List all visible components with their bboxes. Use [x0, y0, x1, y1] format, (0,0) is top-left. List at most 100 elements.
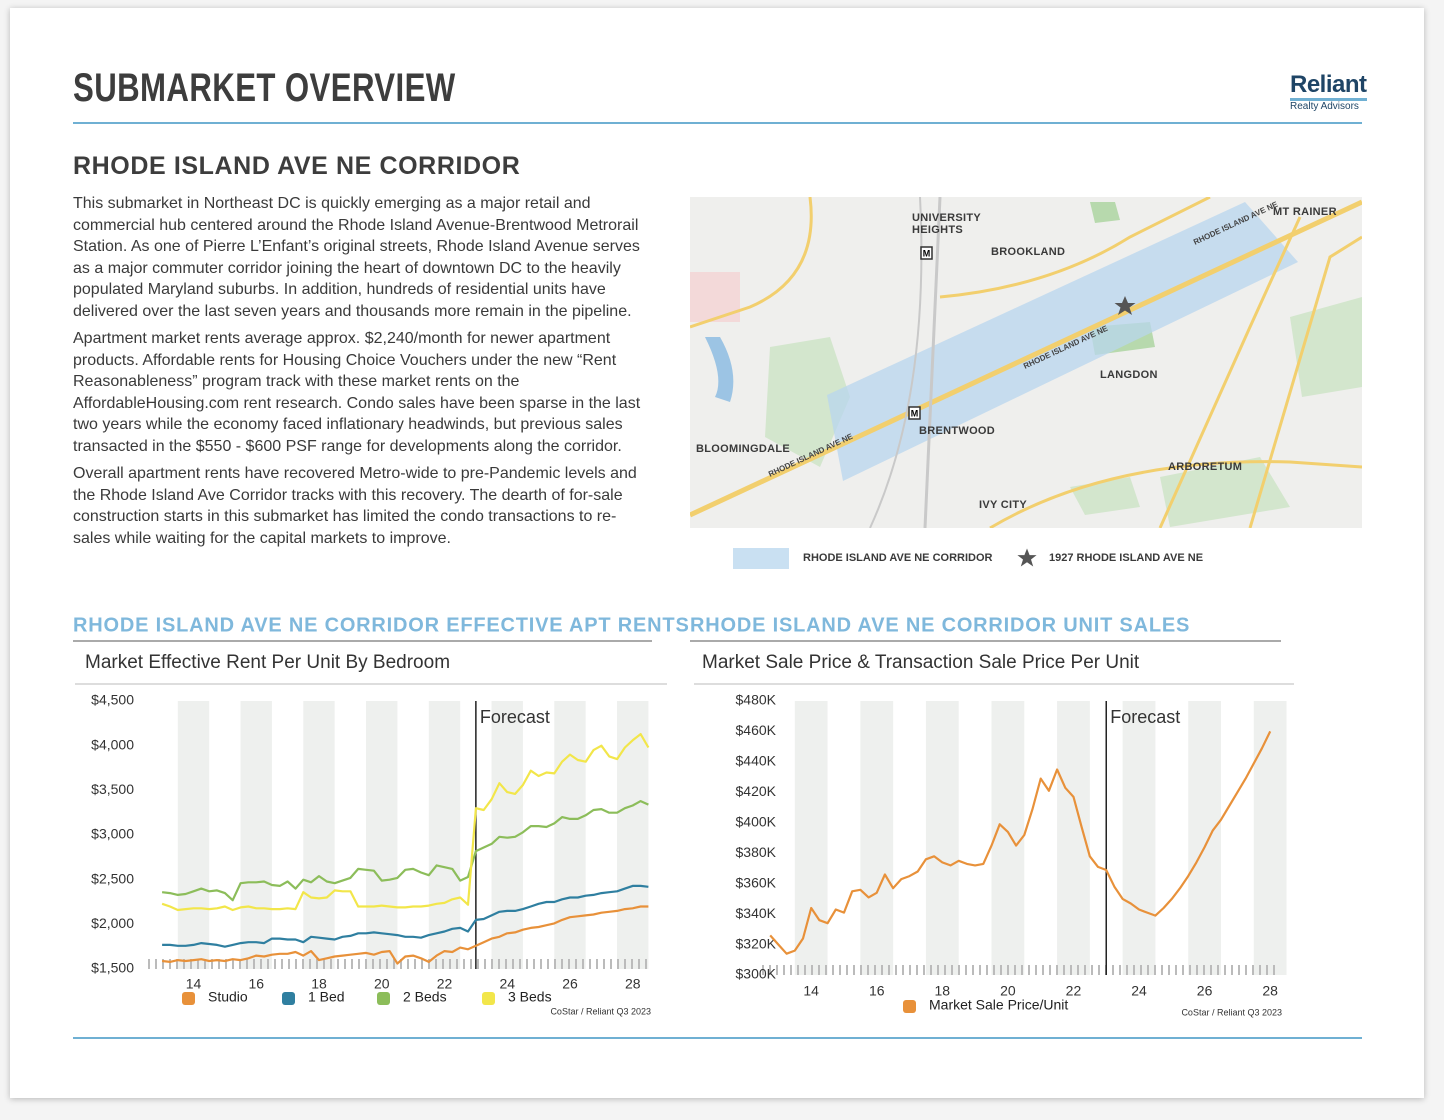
paragraph: Overall apartment rents have recovered M…	[73, 465, 637, 547]
metro-icon: M	[911, 408, 919, 418]
road	[1248, 235, 1362, 528]
map-water	[705, 337, 734, 402]
x-band	[366, 701, 398, 969]
x-tick-label: 18	[311, 976, 327, 992]
x-tick-label: 28	[625, 976, 641, 992]
chart-subtitle: Market Effective Rent Per Unit By Bedroo…	[85, 652, 450, 673]
x-band	[303, 701, 335, 969]
x-tick-label: 24	[1131, 983, 1147, 999]
map-park	[765, 337, 850, 467]
y-tick-label: $1,500	[91, 960, 134, 976]
road	[989, 460, 1362, 528]
legend-marker	[482, 992, 495, 1005]
body-text: This submarket in Northeast DC is quickl…	[73, 193, 653, 555]
footer-rule	[73, 1037, 1362, 1039]
legend-marker	[377, 992, 390, 1005]
legend-marker	[282, 992, 295, 1005]
x-band	[1122, 701, 1156, 975]
map-label: BROOKLAND	[991, 246, 1066, 258]
x-band	[617, 701, 649, 969]
x-band	[554, 701, 586, 969]
y-tick-label: $340K	[736, 905, 777, 921]
map-legend: RHODE ISLAND AVE NE CORRIDOR 1927 RHODE …	[733, 548, 1353, 570]
x-band	[794, 701, 828, 975]
source-note: CoStar / Reliant Q3 2023	[1181, 1007, 1282, 1017]
legend-label: 2 Beds	[403, 989, 447, 1005]
road	[939, 197, 1211, 299]
y-tick-label: $300K	[736, 966, 777, 982]
chart-heading: RHODE ISLAND AVE NE CORRIDOR EFFECTIVE A…	[73, 614, 690, 636]
map-label: UNIVERSITY HEIGHTS	[912, 212, 981, 236]
series-line	[161, 733, 650, 912]
y-tick-label: $380K	[736, 844, 777, 860]
x-band	[428, 701, 461, 969]
legend-label: Market Sale Price/Unit	[929, 997, 1068, 1013]
y-tick-label: $320K	[736, 935, 777, 951]
y-tick-label: $2,000	[91, 915, 134, 931]
x-band	[177, 701, 210, 969]
x-tick-label: 24	[499, 976, 515, 992]
y-tick-label: $2,500	[91, 870, 134, 886]
x-tick-label: 20	[374, 976, 390, 992]
legend-label: 3 Beds	[508, 989, 552, 1005]
road	[1158, 216, 1302, 528]
road	[690, 197, 813, 329]
map-park	[1290, 297, 1362, 397]
y-tick-label: $400K	[736, 813, 777, 829]
series-line	[161, 905, 649, 965]
x-band	[1253, 701, 1287, 975]
logo-subtitle: Realty Advisors	[1290, 101, 1359, 112]
map-label: MT RAINER	[1273, 206, 1337, 218]
section-title: RHODE ISLAND AVE NE CORRIDOR	[73, 152, 521, 180]
legend-marker	[903, 1000, 916, 1013]
x-tick-label: 22	[437, 976, 453, 992]
x-band	[240, 701, 272, 969]
x-tick-label: 28	[1262, 983, 1278, 999]
header-rule	[73, 122, 1362, 124]
property-star	[1114, 296, 1136, 315]
y-tick-label: $440K	[736, 753, 777, 769]
x-tick-label: 22	[1066, 983, 1082, 999]
legend-label: 1 Bed	[308, 989, 345, 1005]
legend-label: 1927 RHODE ISLAND AVE NE	[1049, 552, 1204, 564]
map-graphic: M M RHODE ISLAND AVE NE RHODE ISLAND AVE…	[690, 197, 1362, 528]
series-line	[161, 800, 649, 902]
map-park	[1090, 202, 1120, 223]
chart-subtitle: Market Sale Price & Transaction Sale Pri…	[702, 652, 1140, 673]
forecast-label: Forecast	[480, 707, 550, 727]
y-tick-label: $460K	[736, 722, 777, 738]
map-label: BRENTWOOD	[919, 425, 996, 437]
y-tick-label: $420K	[736, 783, 777, 799]
legend-star	[1017, 548, 1037, 567]
map-label: BLOOMINGDALE	[696, 443, 791, 455]
y-tick-label: $4,000	[91, 736, 134, 752]
x-tick-label: 14	[186, 976, 202, 992]
series-line	[162, 884, 649, 948]
metro-icon: M	[923, 248, 931, 258]
forecast-label: Forecast	[1110, 707, 1180, 727]
series-line	[769, 730, 1272, 955]
paragraph: Apartment market rents average approx. $…	[73, 330, 641, 455]
y-tick-label: $480K	[736, 692, 777, 708]
x-band	[860, 701, 894, 975]
x-tick-label: 16	[869, 983, 885, 999]
chart-heading: RHODE ISLAND AVE NE CORRIDOR UNIT SALES	[690, 614, 1190, 636]
x-tick-label: 14	[803, 983, 819, 999]
x-tick-label: 26	[562, 976, 578, 992]
x-band	[925, 701, 959, 975]
legend-label: RHODE ISLAND AVE NE CORRIDOR	[803, 552, 993, 564]
y-tick-label: $4,500	[91, 692, 134, 708]
road	[690, 199, 1362, 518]
legend-star-shape	[1017, 548, 1037, 567]
legend-label: Studio	[208, 989, 248, 1005]
metro-icon	[920, 246, 933, 260]
x-tick-label: 18	[935, 983, 951, 999]
map-label: ARBORETUM	[1168, 461, 1243, 473]
legend-swatch	[733, 548, 789, 569]
map: M M RHODE ISLAND AVE NE RHODE ISLAND AVE…	[690, 197, 1362, 528]
map-label: LANGDON	[1100, 369, 1158, 381]
source-note: CoStar / Reliant Q3 2023	[550, 1006, 651, 1016]
y-tick-label: $360K	[736, 874, 777, 890]
